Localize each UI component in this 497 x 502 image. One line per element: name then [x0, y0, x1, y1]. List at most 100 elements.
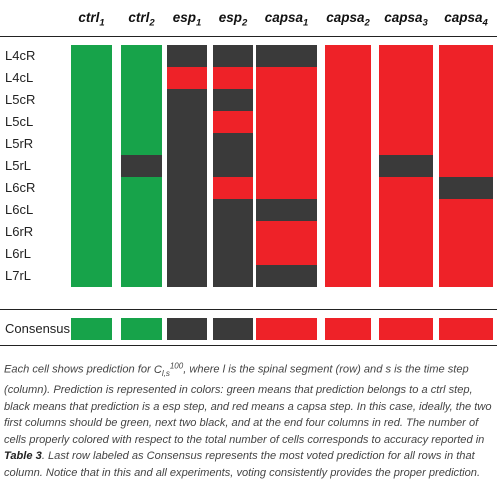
- consensus-row-label: Consensus: [5, 321, 71, 336]
- caption-table-ref: Table 3: [4, 450, 42, 463]
- row-l4cl-cell-8: [439, 67, 493, 89]
- row-l5cl-cell-5: [256, 111, 317, 133]
- row-l7rl-cell-5: [256, 265, 317, 287]
- column-header-capsa-4: capsa4: [444, 10, 488, 29]
- row-l6cl-cell-4: [213, 199, 253, 221]
- row-l5cr-cell-2: [121, 89, 162, 111]
- row-l6cr-cell-2: [121, 177, 162, 199]
- row-l6cl-cell-3: [167, 199, 207, 221]
- row-l5cr-cell-1: [71, 89, 112, 111]
- row-l5cl-label: L5cL: [5, 114, 34, 129]
- row-l4cr-label: L4cR: [5, 48, 36, 63]
- row-l6rr-cell-2: [121, 221, 162, 243]
- caption-math: Cl,s100: [153, 361, 184, 378]
- consensus-row-cell-1: [71, 318, 112, 340]
- row-l5cl-cell-8: [439, 111, 493, 133]
- row-l6rr-label: L6rR: [5, 224, 34, 239]
- divider-line-1: [0, 36, 497, 37]
- row-l6rr-cell-6: [325, 221, 371, 243]
- row-l5cr-label: L5cR: [5, 92, 36, 107]
- row-l6cr-cell-4: [213, 177, 253, 199]
- row-l6cr-label: L6cR: [5, 180, 36, 195]
- row-l5rr-cell-4: [213, 133, 253, 155]
- column-header-ctrl-2: ctrl2: [128, 10, 155, 29]
- row-l4cr-cell-7: [379, 45, 433, 67]
- row-l6rr-cell-7: [379, 221, 433, 243]
- row-l5rl-cell-8: [439, 155, 493, 177]
- row-l5cr-cell-6: [325, 89, 371, 111]
- row-l6rr-cell-4: [213, 221, 253, 243]
- row-l6rl-cell-5: [256, 243, 317, 265]
- consensus-row-cell-4: [213, 318, 253, 340]
- row-l4cl-cell-3: [167, 67, 207, 89]
- row-l5cr-cell-3: [167, 89, 207, 111]
- row-l5cr-cell-4: [213, 89, 253, 111]
- row-l4cl-cell-4: [213, 67, 253, 89]
- row-l7rl-cell-1: [71, 265, 112, 287]
- row-l7rl-cell-7: [379, 265, 433, 287]
- row-l6cl-cell-5: [256, 199, 317, 221]
- row-l5rr-cell-5: [256, 133, 317, 155]
- column-header-esp-1: esp1: [172, 10, 202, 29]
- row-l4cl-cell-7: [379, 67, 433, 89]
- row-l6cl-cell-6: [325, 199, 371, 221]
- consensus-row-cell-3: [167, 318, 207, 340]
- row-l5cl-cell-3: [167, 111, 207, 133]
- column-header-capsa-3: capsa3: [384, 10, 428, 29]
- divider-line-2: [0, 309, 497, 310]
- row-l6rl-cell-6: [325, 243, 371, 265]
- row-l5rl-cell-3: [167, 155, 207, 177]
- row-l5rr-cell-1: [71, 133, 112, 155]
- row-l5rr-label: L5rR: [5, 136, 34, 151]
- row-l5rl-cell-7: [379, 155, 433, 177]
- row-l5rr-cell-8: [439, 133, 493, 155]
- caption-text-1: Each cell shows prediction for: [4, 363, 154, 376]
- row-l6rl-cell-1: [71, 243, 112, 265]
- consensus-row-cell-2: [121, 318, 162, 340]
- row-l6rl-cell-4: [213, 243, 253, 265]
- row-l5rl-cell-1: [71, 155, 112, 177]
- row-l6cr-cell-6: [325, 177, 371, 199]
- figure-caption: Each cell shows prediction for Cl,s100, …: [4, 358, 492, 481]
- row-l6cr-cell-8: [439, 177, 493, 199]
- row-l6cr-cell-5: [256, 177, 317, 199]
- caption-text-3: . Last row labeled as Consensus represen…: [4, 450, 481, 479]
- row-l5rr-cell-6: [325, 133, 371, 155]
- row-l4cr-cell-4: [213, 45, 253, 67]
- row-l7rl-cell-6: [325, 265, 371, 287]
- prediction-heatmap-figure: ctrl1 ctrl2 esp1 esp2 capsa1 capsa2 capsa3 caps…: [0, 10, 497, 346]
- column-header-capsa-2: capsa2: [326, 10, 370, 29]
- column-header-ctrl-1: ctrl1: [78, 10, 105, 29]
- row-l5rl-cell-4: [213, 155, 253, 177]
- row-l5rr-cell-2: [121, 133, 162, 155]
- row-l5cr-cell-8: [439, 89, 493, 111]
- row-l6rl-cell-7: [379, 243, 433, 265]
- row-l5rr-cell-7: [379, 133, 433, 155]
- row-l7rl-cell-2: [121, 265, 162, 287]
- consensus-row-cell-6: [325, 318, 371, 340]
- row-l4cr-cell-5: [256, 45, 317, 67]
- row-l4cl-label: L4cL: [5, 70, 34, 85]
- row-l6cr-cell-3: [167, 177, 207, 199]
- row-l7rl-cell-8: [439, 265, 493, 287]
- row-l5cl-cell-7: [379, 111, 433, 133]
- row-l7rl-cell-3: [167, 265, 207, 287]
- row-l6rl-cell-8: [439, 243, 493, 265]
- row-l5cr-cell-5: [256, 89, 317, 111]
- row-l6cl-label: L6cL: [5, 202, 34, 217]
- row-l4cl-cell-6: [325, 67, 371, 89]
- row-l6rr-cell-5: [256, 221, 317, 243]
- row-l6cl-cell-2: [121, 199, 162, 221]
- row-l5rl-cell-6: [325, 155, 371, 177]
- row-l5cl-cell-6: [325, 111, 371, 133]
- caption-text-2: , where l is the spinal segment (row) an…: [4, 363, 492, 446]
- row-l4cr-cell-6: [325, 45, 371, 67]
- row-l7rl-cell-4: [213, 265, 253, 287]
- column-header-capsa-1: capsa1: [264, 10, 309, 29]
- row-l6cr-cell-7: [379, 177, 433, 199]
- column-header-esp-2: esp2: [218, 10, 248, 29]
- consensus-row-cell-8: [439, 318, 493, 340]
- row-l6cl-cell-1: [71, 199, 112, 221]
- row-l7rl-label: L7rL: [5, 268, 32, 283]
- row-l5cl-cell-2: [121, 111, 162, 133]
